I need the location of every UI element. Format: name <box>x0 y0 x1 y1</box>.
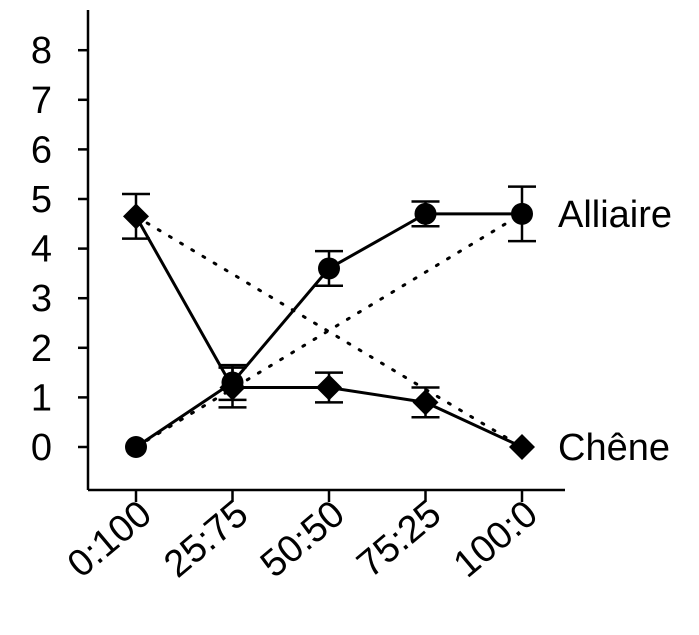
circle-point <box>318 257 340 280</box>
data-points <box>123 202 535 460</box>
y-tick-label: 5 <box>31 179 52 221</box>
y-tick-label: 8 <box>31 30 52 72</box>
x-tick-label: 50:50 <box>253 493 353 586</box>
y-tick-label: 0 <box>31 427 52 469</box>
circle-point <box>511 202 533 225</box>
diamond-point <box>219 374 246 401</box>
expected-lines <box>134 212 524 449</box>
labels: Alliaire Chêne <box>558 194 672 469</box>
diamond-point <box>123 203 149 230</box>
x-tick-label: 0:100 <box>60 493 160 586</box>
y-tick-label: 6 <box>31 129 52 171</box>
circle-point <box>125 436 147 458</box>
diamond-point <box>316 374 342 401</box>
series-label: Chêne <box>558 427 670 469</box>
y-tick-label: 7 <box>31 80 52 122</box>
x-tick-label: 75:25 <box>349 493 449 586</box>
x-tick-label: 100:0 <box>446 493 546 586</box>
y-tick-label: 1 <box>31 377 52 419</box>
x-tick-label: 25:75 <box>156 493 256 586</box>
series-label: Alliaire <box>558 194 672 236</box>
y-tick-label: 3 <box>31 278 52 320</box>
expected-line <box>134 212 524 449</box>
diamond-point <box>412 389 439 416</box>
circle-point <box>414 202 437 225</box>
y-tick-label: 2 <box>31 328 52 370</box>
diamond-point <box>509 434 535 460</box>
y-tick-label: 4 <box>31 229 52 271</box>
